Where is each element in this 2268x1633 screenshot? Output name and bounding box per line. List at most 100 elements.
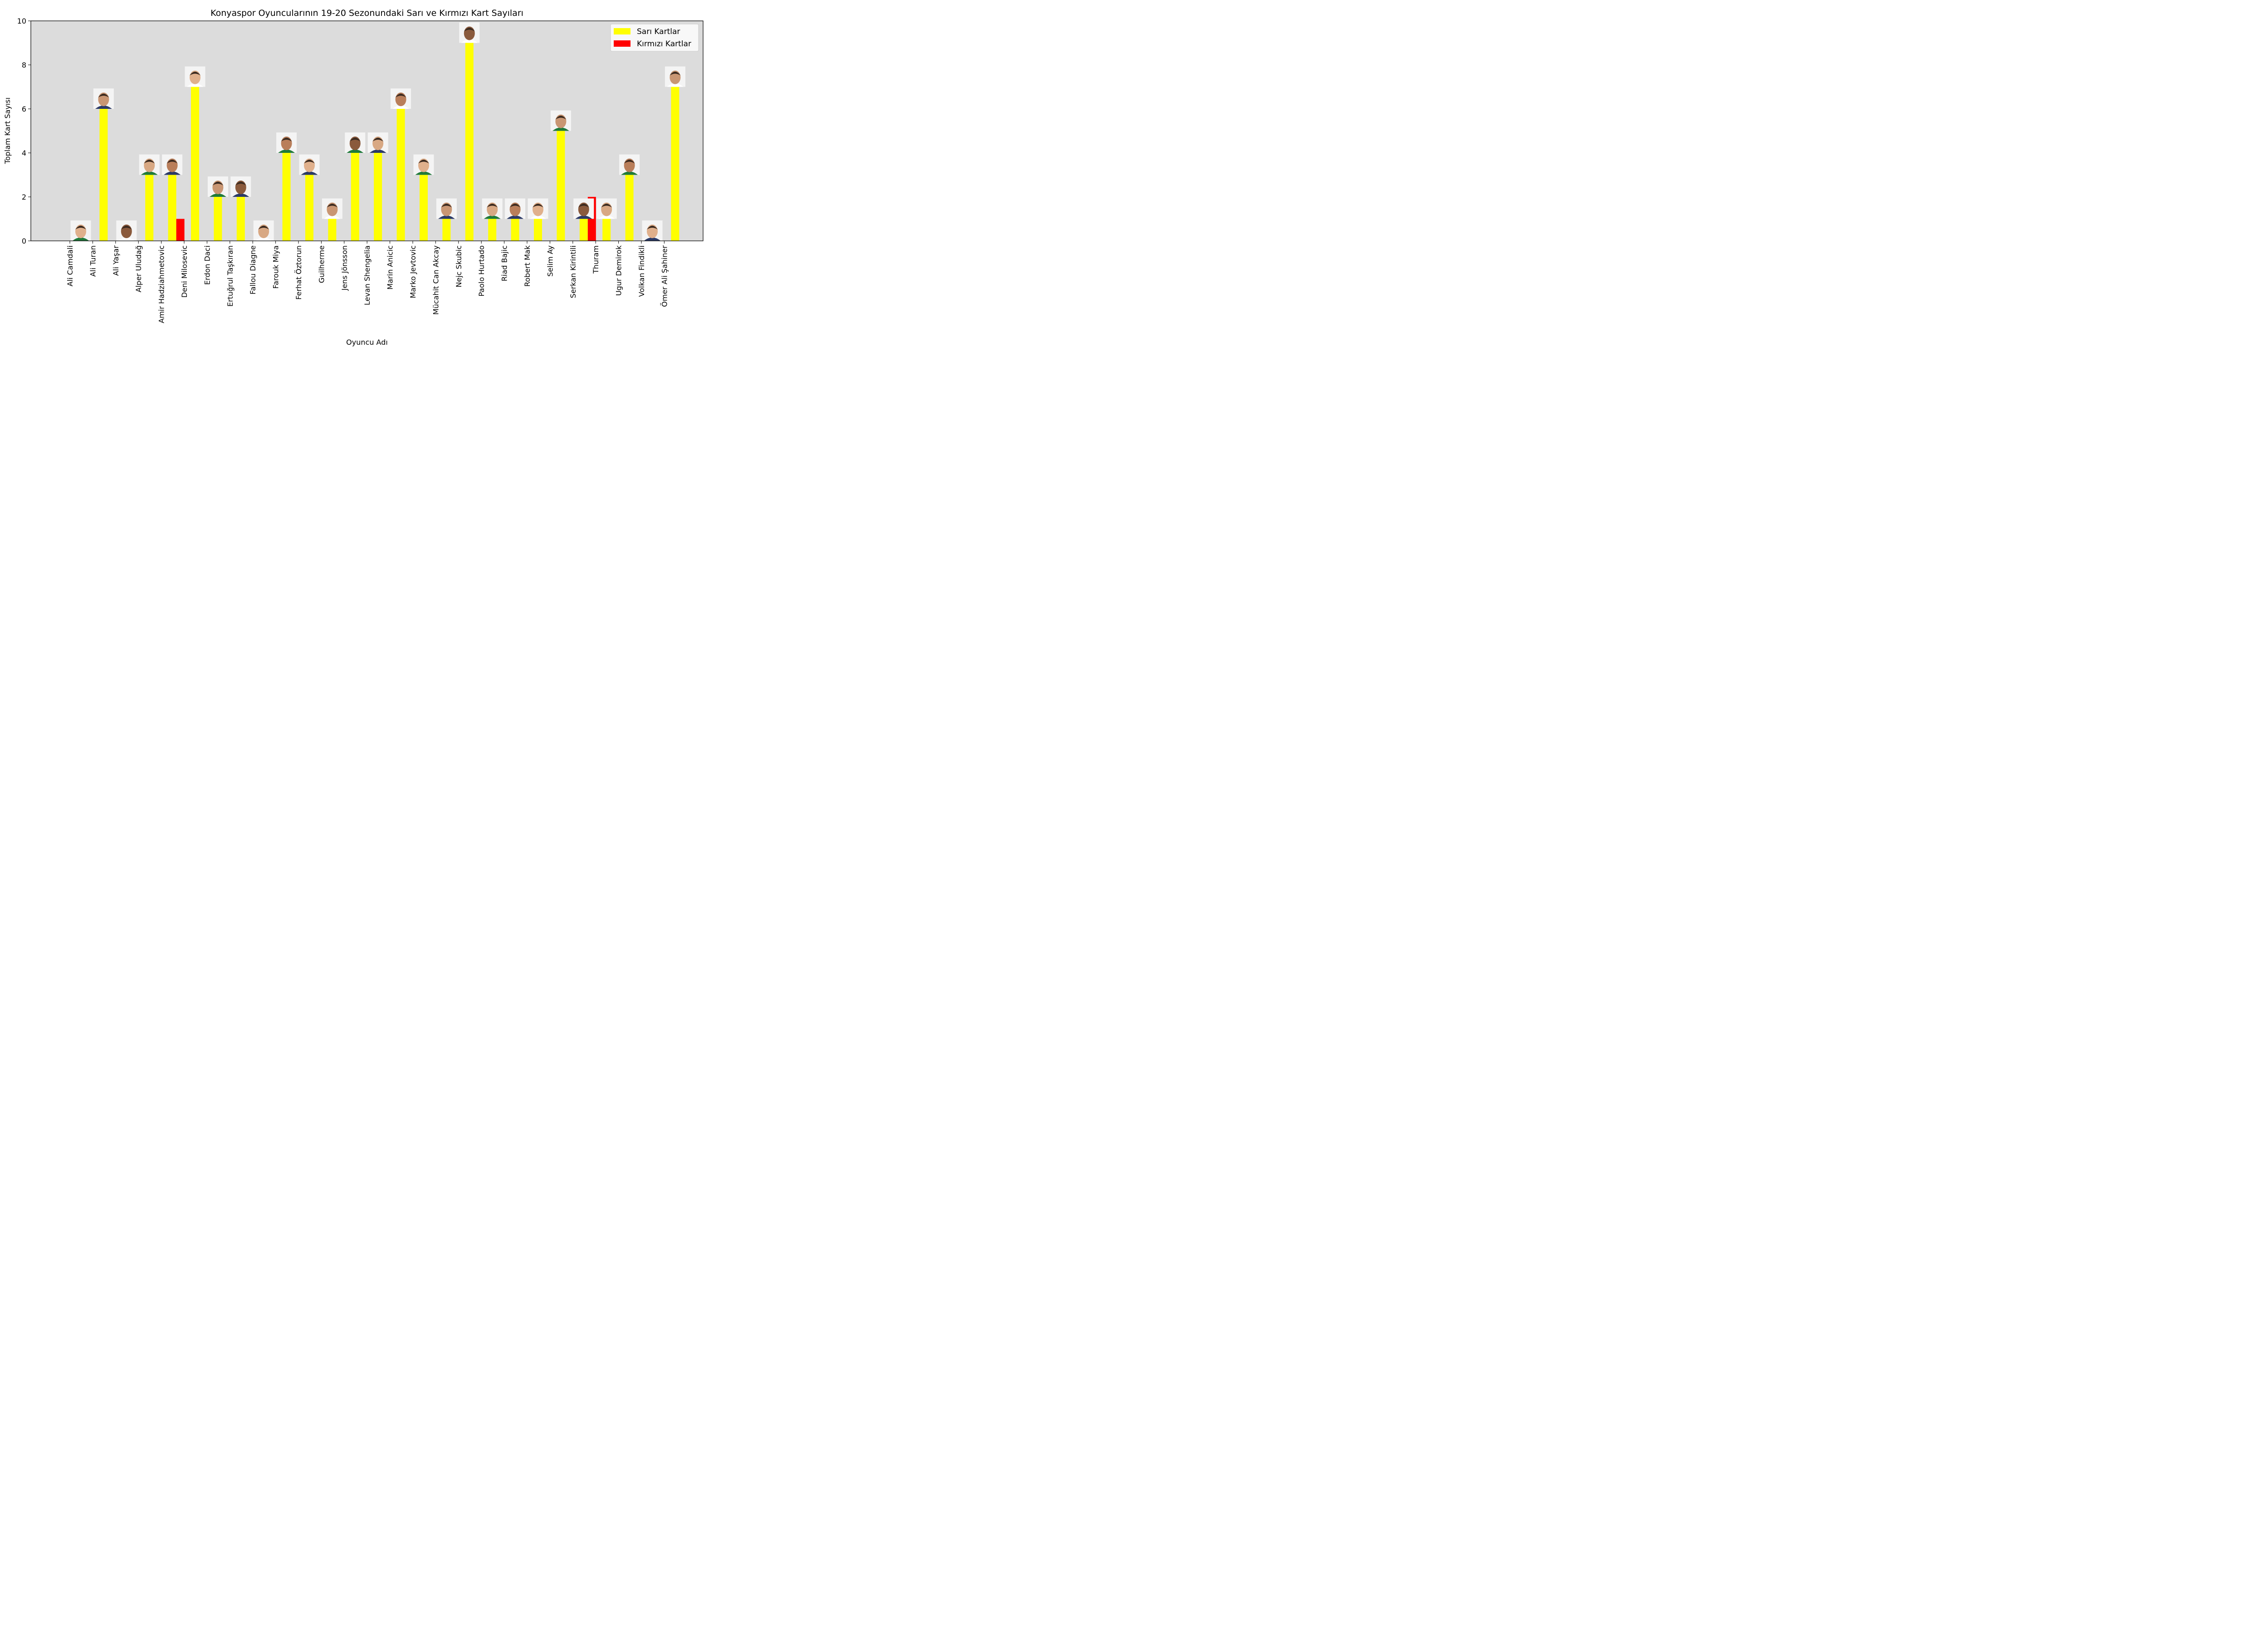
hair-shape (235, 181, 246, 186)
legend-swatch-red (614, 40, 631, 47)
x-tick-label: Marko Jevtovic (409, 245, 417, 298)
y-tick-label: 0 (22, 237, 26, 245)
hair-shape (166, 160, 178, 164)
x-tick-label: Paolo Hurtado (477, 245, 486, 297)
player-photo-icon (207, 176, 228, 197)
shirt-shape (347, 149, 364, 153)
player-photo-icon (413, 154, 434, 175)
shirt-shape (552, 127, 569, 131)
shirt-shape (666, 83, 684, 87)
hair-shape (144, 160, 155, 164)
hair-shape (670, 72, 681, 76)
shirt-shape (392, 105, 410, 109)
player-photo-icon (299, 154, 320, 175)
hair-shape (624, 160, 635, 164)
player-photo-icon (642, 220, 663, 241)
shirt-shape (644, 237, 661, 241)
bar-yellow-cards (465, 43, 474, 241)
y-tick-label: 4 (22, 149, 26, 157)
x-tick-label: Amir Hadziahmetovic (157, 245, 166, 323)
bar-yellow-cards (396, 109, 405, 241)
player-photo-icon (459, 22, 480, 43)
hair-shape (418, 160, 429, 164)
player-photo-icon (528, 198, 548, 219)
x-tick-label: Marin Anicic (386, 245, 395, 289)
bar-yellow-cards (351, 153, 359, 241)
y-axis-label: Toplam Kart Sayısı (3, 98, 12, 165)
shirt-shape (118, 237, 135, 241)
x-tick-label: Alper Uludağ (134, 245, 143, 292)
x-tick-label: Fallou Diagne (249, 245, 257, 294)
bar-yellow-cards (534, 219, 542, 241)
shirt-shape (72, 237, 89, 241)
x-tick-label: Ali Turan (88, 245, 97, 277)
bar-yellow-cards (488, 219, 497, 241)
shirt-shape (461, 39, 478, 43)
player-photo-icon (322, 198, 342, 219)
x-tick-label: Guilherme (317, 245, 326, 283)
shirt-shape (232, 193, 249, 197)
bar-yellow-cards (168, 175, 176, 241)
bar-yellow-cards (602, 219, 611, 241)
hair-shape (555, 116, 567, 120)
hair-shape (647, 225, 658, 230)
bar-yellow-cards (671, 87, 679, 241)
player-photo-icon (436, 198, 457, 219)
legend: Sarı Kartlar Kırmızı Kartlar (610, 24, 699, 52)
x-tick-label: Erdon Daci (203, 245, 211, 285)
bar-yellow-cards (328, 219, 337, 241)
hair-shape (578, 204, 589, 208)
shirt-shape (164, 171, 181, 175)
hair-shape (464, 28, 475, 32)
bar-yellow-cards (420, 175, 428, 241)
shirt-shape (415, 171, 432, 175)
player-photo-icon (391, 88, 411, 109)
x-tick-label: Jens Jönsson (340, 245, 349, 291)
player-photo-icon (345, 132, 366, 153)
shirt-shape (575, 215, 592, 219)
bar-yellow-cards (442, 219, 451, 241)
player-photo-icon (70, 220, 91, 241)
player-photo-icon (619, 154, 640, 175)
x-tick-label: Ugur Demirok (615, 245, 623, 296)
x-tick-label: Ferhat Öztorun (294, 245, 303, 300)
hair-shape (190, 72, 200, 76)
legend-box (610, 24, 699, 52)
player-photos-group (70, 22, 685, 241)
player-photo-icon (116, 220, 137, 241)
hair-shape (258, 225, 269, 230)
chart-title: Konyaspor Oyuncularının 19-20 Sezonundak… (210, 8, 523, 18)
shirt-shape (209, 193, 226, 197)
player-photo-icon (230, 176, 251, 197)
y-tick-label: 6 (22, 105, 26, 113)
x-tick-label: Volkan Findikli (637, 245, 646, 297)
shirt-shape (141, 171, 158, 175)
x-tick-label: Serkan Kirintili (569, 245, 577, 298)
bar-yellow-cards (305, 175, 313, 241)
hair-shape (121, 225, 132, 230)
x-tick-label: Ertuğrul Taşkıran (226, 245, 235, 307)
hair-shape (372, 137, 384, 142)
player-photo-icon (185, 66, 205, 87)
bar-yellow-cards (625, 175, 634, 241)
y-tick-label: 8 (22, 61, 26, 69)
bar-yellow-cards (99, 109, 108, 241)
player-photo-icon (139, 154, 160, 175)
bar-chart: 0 2 4 6 8 10 Ali Camdali Ali Turan Ali Yaşar Alp… (3, 8, 704, 347)
hair-shape (395, 93, 406, 98)
x-tick-label: Farouk Miya (272, 245, 280, 289)
hair-shape (533, 204, 543, 208)
legend-label-red: Kırmızı Kartlar (637, 39, 691, 49)
player-photo-icon (276, 132, 297, 153)
shirt-shape (438, 215, 455, 219)
bar-red-cards (176, 219, 185, 241)
player-photo-icon (162, 154, 183, 175)
player-photo-icon (482, 198, 503, 219)
shirt-shape (598, 215, 615, 219)
legend-swatch-yellow (614, 28, 631, 34)
legend-label-yellow: Sarı Kartlar (637, 27, 680, 36)
x-tick-label: Riad Bajic (500, 245, 509, 281)
bar-yellow-cards (191, 87, 199, 241)
shirt-shape (484, 215, 501, 219)
bar-yellow-cards (511, 219, 519, 241)
